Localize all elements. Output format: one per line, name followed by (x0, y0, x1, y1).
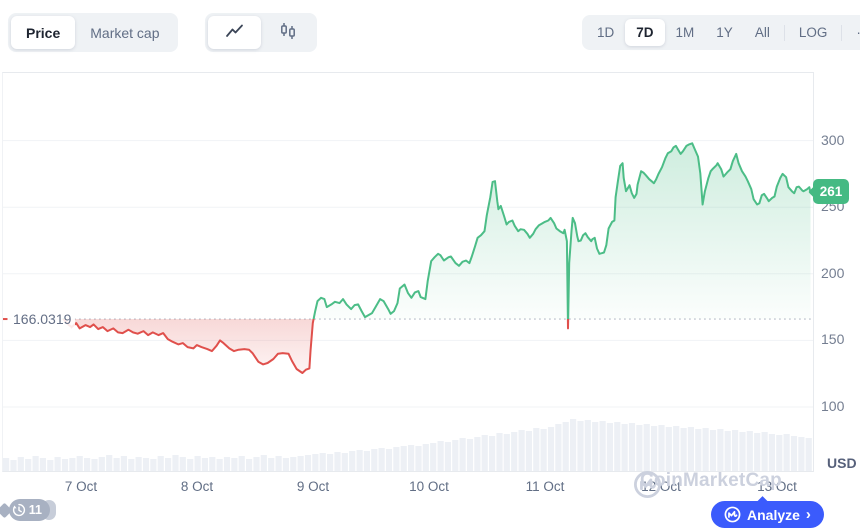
x-axis-label: 9 Oct (296, 479, 330, 494)
divider (783, 24, 785, 41)
range-toggle: 1D 7D 1M 1Y All LOG ··· (582, 15, 860, 50)
current-price-value: 261 (819, 184, 843, 200)
line-chart-icon (225, 23, 244, 42)
price-tab[interactable]: Price (11, 16, 76, 49)
range-1y-button[interactable]: 1Y (716, 25, 733, 40)
analyze-label: Analyze (747, 506, 800, 523)
x-axis-label: 10 Oct (409, 479, 449, 494)
history-count: 11 (28, 502, 42, 517)
line-chart-type-button[interactable] (208, 16, 261, 49)
range-all-button[interactable]: All (754, 25, 770, 40)
watermark-text: CoinMarketCap (640, 470, 782, 491)
chart-plot-area[interactable]: 166.0319 CoinMarketCap (2, 72, 814, 498)
y-axis-label: 100 (821, 398, 845, 414)
price-line-chart (3, 140, 813, 471)
coinmarketcap-logo-icon (724, 506, 741, 523)
current-price-badge: 261 (808, 179, 849, 205)
divider (841, 24, 843, 41)
y-axis-label: 300 (821, 131, 845, 148)
more-options-button[interactable]: ··· (845, 19, 860, 46)
analyze-button[interactable]: Analyze › (711, 496, 824, 528)
market-cap-tab[interactable]: Market cap (90, 24, 160, 41)
range-1m-button[interactable]: 1M (675, 25, 695, 40)
candlestick-chart-type-button[interactable] (261, 16, 314, 49)
log-scale-button[interactable]: LOG (798, 25, 828, 40)
y-axis-label: 150 (821, 331, 845, 348)
currency-unit-label: USD (827, 455, 857, 471)
watermark: CoinMarketCap (633, 470, 782, 498)
x-axis-label: 8 Oct (180, 479, 214, 494)
metric-toggle: Price Market cap (8, 13, 178, 52)
candlestick-icon (279, 22, 297, 43)
range-7d-button[interactable]: 7D (625, 19, 665, 46)
x-axis-label: 7 Oct (64, 479, 98, 494)
x-axis-label: 11 Oct (525, 479, 565, 494)
history-clock-icon (12, 503, 26, 517)
y-axis-label: 200 (821, 264, 845, 281)
chart-type-toggle (205, 13, 317, 52)
chevron-right-icon: › (805, 505, 811, 523)
x-axis-label: 13 Oct (757, 479, 797, 494)
baseline-price-label: 166.0319 (9, 310, 76, 329)
range-1d-button[interactable]: 1D (597, 25, 615, 40)
